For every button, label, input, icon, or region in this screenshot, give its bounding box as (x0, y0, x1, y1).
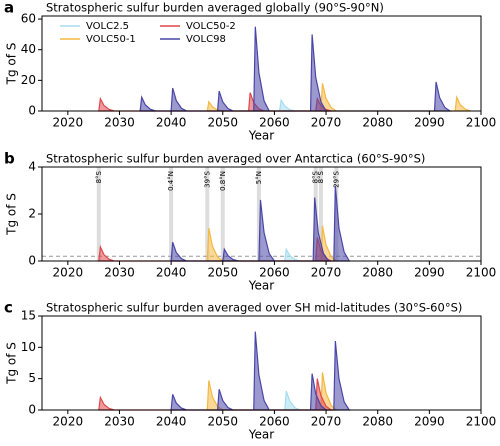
y-tick-label: 0 (28, 104, 36, 118)
y-tick-label: 40 (21, 42, 36, 56)
annotation-band (220, 167, 225, 261)
annotation-label: 0.4°N (167, 171, 175, 191)
annotation-label: 39°S (203, 170, 211, 187)
y-tick-label: 2 (28, 207, 36, 221)
x-tick-label: 2090 (414, 415, 445, 429)
y-tick-label: 20 (21, 73, 36, 87)
annotation-label: 8°S (317, 170, 325, 183)
panel-label: c (4, 299, 13, 317)
x-tick-label: 2100 (466, 266, 497, 280)
y-axis-label: Tg of S (5, 43, 19, 86)
annotation-label: 8°S (95, 170, 103, 183)
y-tick-label: 15 (21, 309, 36, 323)
annotation-label: 5°N (255, 171, 263, 184)
chart-title: Stratospheric sulfur burden averaged ove… (46, 152, 425, 166)
y-tick-label: 60 (21, 12, 36, 26)
annotation-band (169, 167, 174, 261)
x-tick-label: 2100 (466, 116, 497, 130)
x-tick-label: 2070 (311, 415, 342, 429)
x-tick-label: 2090 (414, 266, 445, 280)
x-tick-label: 2070 (311, 266, 342, 280)
y-tick-label: 5 (28, 371, 36, 385)
x-tick-label: 2050 (207, 116, 238, 130)
y-axis-label: Tg of S (5, 193, 19, 236)
annotation-band (205, 167, 210, 261)
annotation-label: 8°S (312, 170, 320, 183)
x-tick-label: 2030 (104, 116, 135, 130)
x-axis-label: Year (248, 428, 274, 442)
x-tick-label: 2080 (362, 116, 393, 130)
x-tick-label: 2050 (207, 266, 238, 280)
area (284, 390, 301, 411)
annotation-band (256, 167, 261, 261)
x-tick-label: 2040 (156, 116, 187, 130)
x-tick-label: 2070 (311, 116, 342, 130)
x-tick-label: 2040 (156, 415, 187, 429)
annotation-band (318, 167, 323, 261)
y-axis-label: Tg of S (5, 342, 19, 385)
x-tick-label: 2030 (104, 415, 135, 429)
x-tick-label: 2060 (259, 116, 290, 130)
area (278, 98, 296, 112)
chart-title: Stratospheric sulfur burden averaged ove… (46, 301, 462, 315)
legend-label: VOLC2.5 (86, 21, 129, 32)
plot-frame (41, 315, 482, 411)
panel-label: a (4, 0, 14, 17)
x-axis-label: Year (248, 129, 274, 143)
x-tick-label: 2100 (466, 415, 497, 429)
y-tick-label: 10 (21, 340, 36, 354)
x-tick-label: 2040 (156, 266, 187, 280)
x-tick-label: 2060 (259, 415, 290, 429)
annotation-label: 0.8°N (219, 171, 227, 191)
panel-label: b (4, 150, 15, 168)
annotation-label: 29°S (332, 170, 340, 187)
annotation-band (96, 167, 101, 261)
x-tick-label: 2080 (362, 266, 393, 280)
x-tick-label: 2050 (207, 415, 238, 429)
area (284, 247, 301, 262)
chart-title: Stratospheric sulfur burden averaged glo… (46, 1, 384, 15)
y-tick-label: 4 (28, 160, 36, 174)
x-tick-label: 2020 (53, 266, 84, 280)
x-tick-label: 2020 (53, 116, 84, 130)
x-tick-label: 2060 (259, 266, 290, 280)
x-tick-label: 2030 (104, 266, 135, 280)
y-tick-label: 0 (28, 254, 36, 268)
x-axis-label: Year (248, 279, 274, 293)
legend-label: VOLC98 (186, 34, 226, 45)
x-tick-label: 2080 (362, 415, 393, 429)
area (206, 83, 471, 112)
x-tick-label: 2090 (414, 116, 445, 130)
plot-frame (41, 15, 482, 112)
legend-label: VOLC50-1 (86, 34, 136, 45)
legend-label: VOLC50-2 (186, 21, 236, 32)
y-tick-label: 0 (28, 403, 36, 417)
x-tick-label: 2020 (53, 415, 84, 429)
